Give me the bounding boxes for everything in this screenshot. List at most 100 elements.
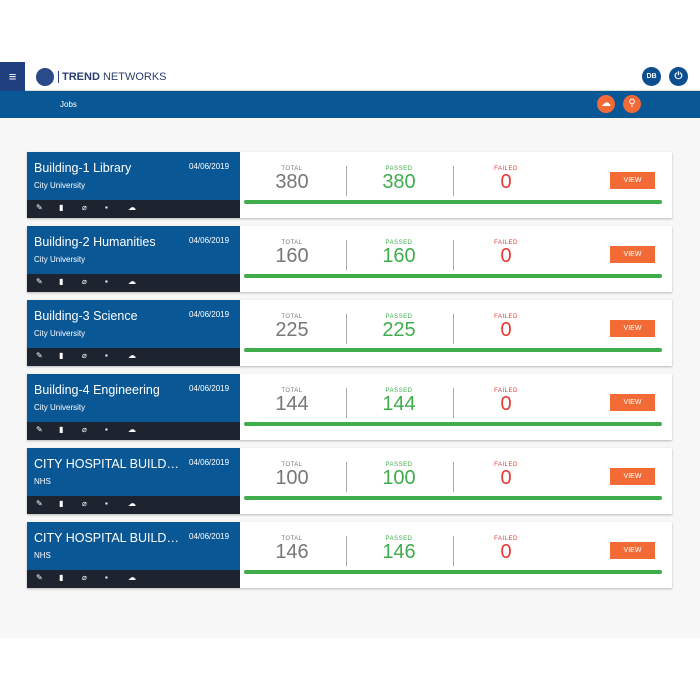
- job-name: Building-1 Library: [34, 161, 132, 175]
- total-value: 225: [275, 319, 309, 341]
- job-info[interactable]: Building-4 Engineering 04/06/2019 City U…: [27, 374, 240, 440]
- cloud-upload-icon[interactable]: ☁: [128, 351, 136, 360]
- job-info[interactable]: CITY HOSPITAL BUILDING 04/06/2019 NHS ✎ ▮…: [27, 448, 240, 514]
- pencil-icon[interactable]: ✎: [36, 203, 43, 212]
- view-button[interactable]: VIEW: [610, 320, 655, 337]
- divider: [453, 314, 454, 344]
- progress-bar: [244, 570, 662, 574]
- passed-label: PASSED: [385, 166, 413, 172]
- job-toolbar: ✎ ▮ ⌀ ▪ ☁: [27, 422, 240, 440]
- job-name: Building-3 Science: [34, 309, 138, 323]
- job-card: CITY HOSPITAL BUILDING 04/06/2019 NHS ✎ ▮…: [27, 522, 672, 588]
- paperclip-icon[interactable]: ⌀: [82, 425, 87, 434]
- brand-rest: NETWORKS: [99, 71, 167, 83]
- progress-fill: [244, 422, 662, 426]
- brand-name: TREND NETWORKS: [58, 71, 167, 83]
- cloud-upload-icon[interactable]: ☁: [128, 425, 136, 434]
- view-button[interactable]: VIEW: [610, 246, 655, 263]
- pencil-icon[interactable]: ✎: [36, 499, 43, 508]
- job-name: Building-4 Engineering: [34, 383, 160, 397]
- total-label: TOTAL: [281, 166, 303, 172]
- failed-label: FAILED: [494, 388, 518, 394]
- divider: [453, 240, 454, 270]
- total-stat: TOTAL 225: [252, 314, 332, 340]
- menu-button[interactable]: ≡: [0, 62, 25, 91]
- paperclip-icon[interactable]: ⌀: [82, 499, 87, 508]
- document-icon[interactable]: ▮: [59, 203, 64, 212]
- total-stat: TOTAL 160: [252, 240, 332, 266]
- trash-icon[interactable]: ▪: [105, 351, 108, 360]
- document-icon[interactable]: ▮: [59, 277, 64, 286]
- pencil-icon[interactable]: ✎: [36, 277, 43, 286]
- power-button[interactable]: ⏻: [669, 67, 688, 86]
- document-icon[interactable]: ▮: [59, 573, 64, 582]
- job-info[interactable]: Building-3 Science 04/06/2019 City Unive…: [27, 300, 240, 366]
- job-toolbar: ✎ ▮ ⌀ ▪ ☁: [27, 496, 240, 514]
- failed-value: 0: [500, 319, 512, 341]
- cloud-upload-icon[interactable]: ☁: [128, 573, 136, 582]
- passed-value: 146: [382, 541, 416, 563]
- job-toolbar: ✎ ▮ ⌀ ▪ ☁: [27, 200, 240, 218]
- job-info[interactable]: Building-1 Library 04/06/2019 City Unive…: [27, 152, 240, 218]
- user-avatar-button[interactable]: DB: [642, 67, 661, 86]
- passed-value: 380: [382, 171, 416, 193]
- failed-label: FAILED: [494, 166, 518, 172]
- divider: [346, 240, 347, 270]
- document-icon[interactable]: ▮: [59, 351, 64, 360]
- job-card: CITY HOSPITAL BUILDING 04/06/2019 NHS ✎ ▮…: [27, 448, 672, 514]
- total-value: 380: [275, 171, 309, 193]
- job-client: City University: [34, 329, 86, 338]
- trash-icon[interactable]: ▪: [105, 203, 108, 212]
- paperclip-icon[interactable]: ⌀: [82, 573, 87, 582]
- view-button[interactable]: VIEW: [610, 468, 655, 485]
- failed-stat: FAILED 0: [466, 536, 546, 562]
- divider: [453, 536, 454, 566]
- trash-icon[interactable]: ▪: [105, 499, 108, 508]
- search-icon: ⚲: [628, 98, 636, 109]
- upload-button[interactable]: ☁: [597, 95, 615, 113]
- job-date: 04/06/2019: [189, 532, 230, 541]
- progress-bar: [244, 348, 662, 352]
- failed-value: 0: [500, 245, 512, 267]
- document-icon[interactable]: ▮: [59, 425, 64, 434]
- trash-icon[interactable]: ▪: [105, 425, 108, 434]
- passed-stat: PASSED 160: [359, 240, 439, 266]
- total-value: 160: [275, 245, 309, 267]
- job-client: City University: [34, 181, 86, 190]
- total-value: 146: [275, 541, 309, 563]
- section-bar: Jobs ☁ ⚲: [0, 91, 700, 118]
- total-stat: TOTAL 100: [252, 462, 332, 488]
- paperclip-icon[interactable]: ⌀: [82, 351, 87, 360]
- trash-icon[interactable]: ▪: [105, 277, 108, 286]
- divider: [346, 536, 347, 566]
- job-card: Building-2 Humanities 04/06/2019 City Un…: [27, 226, 672, 292]
- pencil-icon[interactable]: ✎: [36, 425, 43, 434]
- divider: [453, 462, 454, 492]
- hamburger-icon: ≡: [8, 69, 17, 84]
- view-button[interactable]: VIEW: [610, 542, 655, 559]
- pencil-icon[interactable]: ✎: [36, 573, 43, 582]
- document-icon[interactable]: ▮: [59, 499, 64, 508]
- job-info[interactable]: Building-2 Humanities 04/06/2019 City Un…: [27, 226, 240, 292]
- cloud-upload-icon[interactable]: ☁: [128, 499, 136, 508]
- failed-value: 0: [500, 171, 512, 193]
- job-date: 04/06/2019: [189, 236, 230, 245]
- cloud-upload-icon[interactable]: ☁: [128, 203, 136, 212]
- search-button[interactable]: ⚲: [623, 95, 641, 113]
- job-card: Building-1 Library 04/06/2019 City Unive…: [27, 152, 672, 218]
- view-button[interactable]: VIEW: [610, 394, 655, 411]
- paperclip-icon[interactable]: ⌀: [82, 277, 87, 286]
- progress-fill: [244, 274, 662, 278]
- failed-value: 0: [500, 467, 512, 489]
- trash-icon[interactable]: ▪: [105, 573, 108, 582]
- job-client: NHS: [34, 551, 51, 560]
- progress-bar: [244, 422, 662, 426]
- paperclip-icon[interactable]: ⌀: [82, 203, 87, 212]
- divider: [346, 388, 347, 418]
- progress-fill: [244, 570, 662, 574]
- job-info[interactable]: CITY HOSPITAL BUILDING 04/06/2019 NHS ✎ ▮…: [27, 522, 240, 588]
- view-button[interactable]: VIEW: [610, 172, 655, 189]
- cloud-upload-icon[interactable]: ☁: [128, 277, 136, 286]
- job-card: Building-3 Science 04/06/2019 City Unive…: [27, 300, 672, 366]
- pencil-icon[interactable]: ✎: [36, 351, 43, 360]
